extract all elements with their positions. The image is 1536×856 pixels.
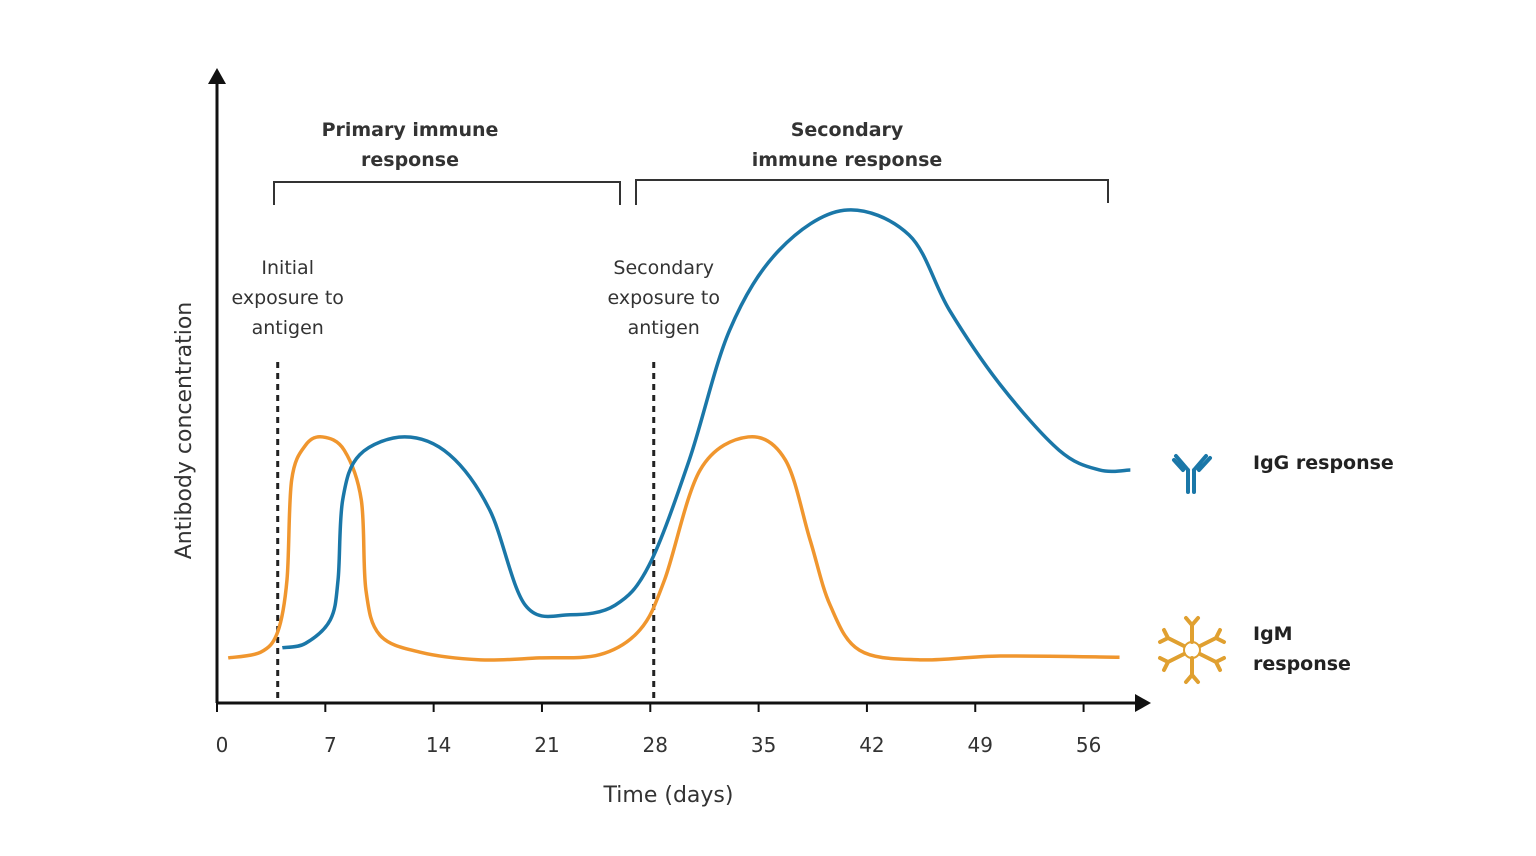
x-axis-arrow <box>1135 694 1151 712</box>
y-axis-label: Antibody concentration <box>172 302 197 560</box>
exposure-label: Initial exposure to antigen <box>231 257 344 339</box>
x-tick-label: 56 <box>1076 733 1101 757</box>
x-tick-label: 35 <box>751 733 776 757</box>
x-tick-label: 0 <box>216 733 229 757</box>
phase-brackets <box>273 179 1109 205</box>
series-line <box>282 208 1131 650</box>
y-axis-arrow <box>208 68 226 84</box>
x-tick-label: 49 <box>968 733 993 757</box>
x-tick-label: 7 <box>324 733 337 757</box>
x-tick-label: 42 <box>859 733 884 757</box>
phase-label: Primary immune response <box>321 119 499 171</box>
x-tick-label: 14 <box>426 733 451 757</box>
x-tick-label: 21 <box>534 733 559 757</box>
primary-bracket <box>273 181 621 205</box>
igg-icon <box>1172 454 1212 494</box>
series-line <box>227 434 1120 662</box>
x-axis-label: Time (days) <box>603 783 734 808</box>
x-tick-label: 28 <box>643 733 668 757</box>
secondary-bracket <box>635 179 1109 205</box>
igm-icon <box>1158 616 1226 684</box>
legend-label: IgG response <box>1253 452 1394 474</box>
exposure-label: Secondary exposure to antigen <box>607 257 720 339</box>
legend-label: IgM response <box>1253 623 1351 675</box>
phase-label: Secondary immune response <box>751 119 943 171</box>
